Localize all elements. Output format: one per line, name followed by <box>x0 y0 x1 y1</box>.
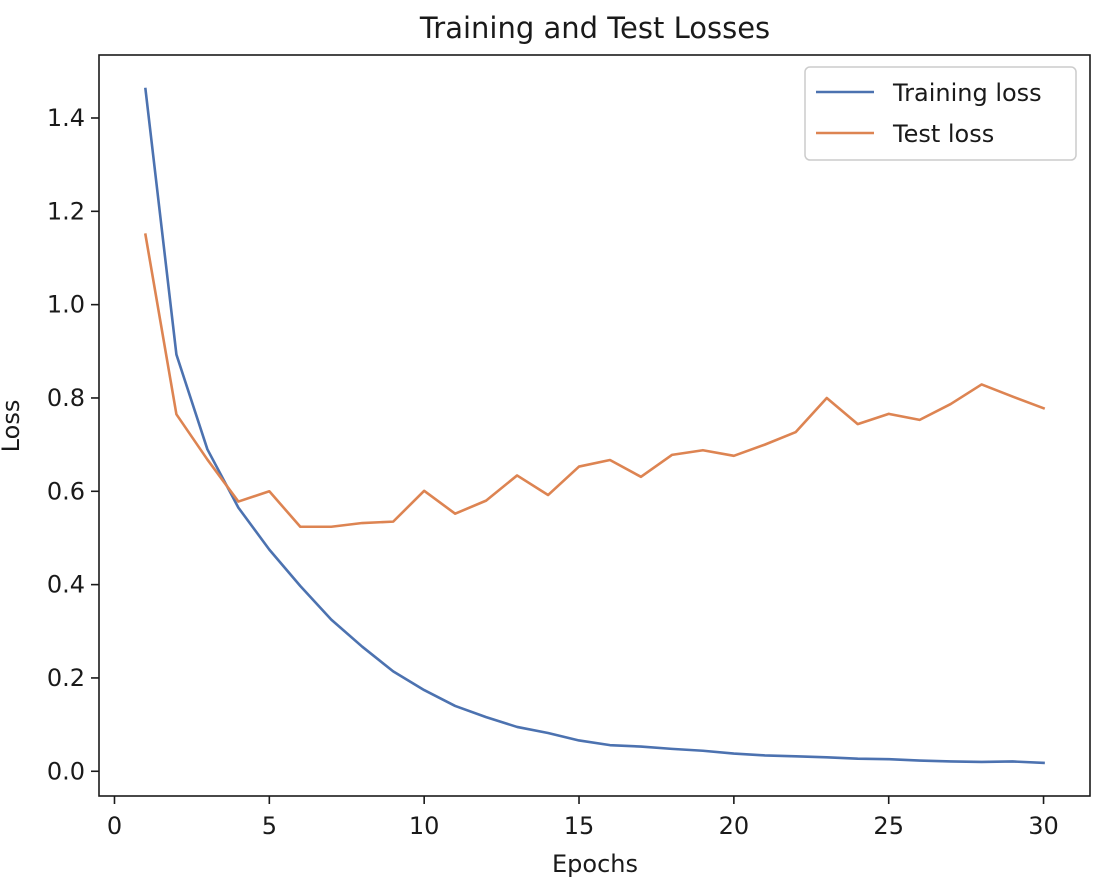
y-tick-label: 0.8 <box>47 384 85 412</box>
x-axis-label: Epochs <box>552 850 638 878</box>
chart-title: Training and Test Losses <box>419 11 770 45</box>
y-tick-label: 0.0 <box>47 757 85 785</box>
series-line-training-loss <box>144 87 1045 765</box>
x-tick-label: 15 <box>564 812 595 840</box>
y-axis-ticks: 0.0 0.2 0.4 0.6 0.8 1.0 1.2 1.4 <box>47 104 99 785</box>
legend: Training loss Test loss <box>804 66 1077 161</box>
series-line-test-loss <box>143 233 1046 529</box>
x-tick-label: 10 <box>409 812 440 840</box>
x-tick-label: 0 <box>107 812 122 840</box>
plot-frame <box>98 54 1091 797</box>
y-tick-label: 1.4 <box>47 104 85 132</box>
x-tick-label: 20 <box>719 812 750 840</box>
x-axis-ticks: 0 5 10 15 20 25 30 <box>107 796 1059 840</box>
y-tick-label: 1.0 <box>47 291 85 319</box>
y-tick-label: 0.6 <box>47 477 85 505</box>
y-axis-label: Loss <box>0 400 25 453</box>
legend-label-test-loss: Test loss <box>892 120 994 148</box>
legend-box <box>804 66 1077 161</box>
legend-label-training-loss: Training loss <box>892 79 1042 107</box>
x-tick-label: 5 <box>262 812 277 840</box>
y-tick-label: 0.2 <box>47 664 85 692</box>
x-tick-label: 25 <box>873 812 904 840</box>
y-tick-label: 1.2 <box>47 197 85 225</box>
x-tick-label: 30 <box>1028 812 1059 840</box>
y-tick-label: 0.4 <box>47 571 85 599</box>
series-layer <box>143 87 1046 765</box>
